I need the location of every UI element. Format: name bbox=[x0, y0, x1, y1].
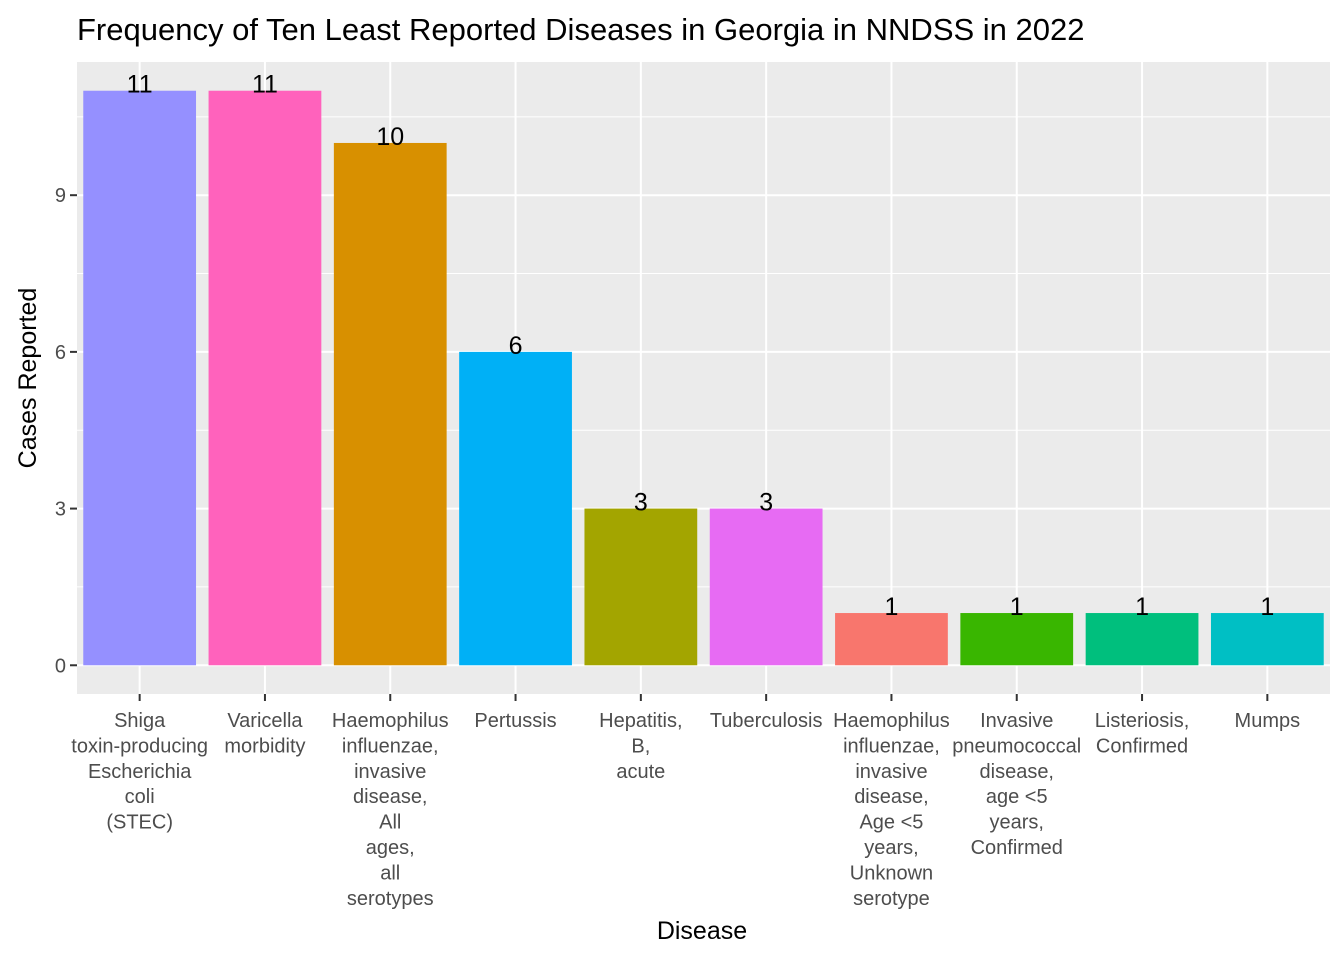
bar bbox=[1085, 613, 1199, 666]
x-tick-label-line: B, bbox=[631, 735, 650, 757]
x-tick-label-line: disease, bbox=[854, 786, 929, 808]
y-tick-label: 0 bbox=[55, 655, 66, 677]
data-label: 1 bbox=[884, 593, 898, 621]
x-tick-label-line: Haemophilus bbox=[833, 710, 950, 732]
x-tick-label-line: serotype bbox=[853, 888, 930, 910]
x-tick-label: Mumps bbox=[1235, 710, 1301, 732]
x-tick-label-line: Age <5 bbox=[859, 812, 923, 834]
bar bbox=[835, 613, 948, 666]
data-label: 6 bbox=[509, 332, 523, 360]
data-label: 3 bbox=[759, 489, 773, 517]
x-tick-label-line: Invasive bbox=[980, 710, 1053, 732]
x-tick-label-line: Confirmed bbox=[971, 837, 1063, 859]
bar bbox=[709, 508, 823, 666]
data-label: 1 bbox=[1135, 593, 1149, 621]
x-tick-label: Haemophilus influenzae, invasive disease, Al… bbox=[332, 710, 449, 910]
bar bbox=[960, 613, 1074, 666]
x-tick-label: Haemophilus influenzae, invasive disease, Ag… bbox=[833, 710, 950, 910]
x-tick-label-line: ages, bbox=[366, 837, 415, 859]
x-tick-label-line: Confirmed bbox=[1096, 735, 1188, 757]
bar bbox=[333, 142, 447, 666]
x-tick-label-line: Listeriosis, bbox=[1095, 710, 1189, 732]
x-tick-label-line: disease, bbox=[980, 761, 1055, 783]
x-tick-label-line: years, bbox=[864, 837, 918, 859]
x-tick-label-line: Tuberculosis bbox=[710, 710, 823, 732]
data-label: 11 bbox=[127, 71, 153, 99]
x-tick-label-line: All bbox=[379, 812, 401, 834]
chart-title: Frequency of Ten Least Reported Diseases… bbox=[77, 12, 1085, 47]
y-tick-label: 6 bbox=[55, 342, 66, 364]
data-label: 11 bbox=[252, 71, 278, 99]
y-axis-title: Cases Reported bbox=[14, 288, 42, 469]
x-tick-label: Hepatitis, B, acute bbox=[599, 710, 682, 783]
x-tick-label-line: years, bbox=[990, 812, 1044, 834]
x-tick-label: Tuberculosis bbox=[710, 710, 823, 732]
x-tick-label-line: coli bbox=[125, 786, 155, 808]
x-axis-title: Disease bbox=[657, 917, 747, 945]
x-tick-label: Listeriosis, Confirmed bbox=[1095, 710, 1189, 757]
bar bbox=[208, 90, 322, 666]
x-tick-label-line: Mumps bbox=[1235, 710, 1301, 732]
x-tick-label-line: morbidity bbox=[224, 735, 305, 757]
data-label: 1 bbox=[1010, 593, 1024, 621]
x-tick-label-line: Haemophilus bbox=[332, 710, 449, 732]
x-tick-label-line: Shiga bbox=[114, 710, 166, 732]
x-tick-label-line: acute bbox=[616, 761, 665, 783]
x-tick-label-line: pneumococcal bbox=[952, 735, 1081, 757]
data-label: 3 bbox=[634, 489, 648, 517]
x-tick-label-line: invasive bbox=[855, 761, 927, 783]
x-tick-label-line: toxin-producing bbox=[71, 735, 208, 757]
x-tick-label-line: influenzae, bbox=[843, 735, 940, 757]
x-tick-label-line: (STEC) bbox=[106, 812, 173, 834]
x-tick-label-line: all bbox=[380, 862, 400, 884]
data-label: 10 bbox=[376, 123, 404, 151]
x-tick-label-line: Hepatitis, bbox=[599, 710, 682, 732]
y-tick-label: 3 bbox=[55, 499, 66, 521]
x-tick-label-line: invasive bbox=[354, 761, 426, 783]
x-tick-label-line: Unknown bbox=[850, 862, 933, 884]
bar bbox=[459, 351, 572, 666]
x-tick-label-line: serotypes bbox=[347, 888, 434, 910]
x-tick-label-line: age <5 bbox=[986, 786, 1048, 808]
bar bbox=[584, 508, 698, 666]
bar bbox=[83, 90, 197, 666]
x-tick-label: Pertussis bbox=[474, 710, 556, 732]
x-tick-label-line: influenzae, bbox=[342, 735, 439, 757]
y-tick-label: 9 bbox=[55, 185, 66, 207]
x-tick-label-line: Escherichia bbox=[88, 761, 192, 783]
x-tick-label-line: Varicella bbox=[227, 710, 303, 732]
x-tick-label: Varicella morbidity bbox=[224, 710, 305, 757]
x-tick-label-line: disease, bbox=[353, 786, 428, 808]
data-label: 1 bbox=[1260, 593, 1274, 621]
x-tick-label: Shiga toxin-producing Escherichia coli (STEC… bbox=[71, 710, 208, 834]
bar bbox=[1210, 613, 1324, 666]
x-tick-label: Invasive pneumococcal disease, age <5 years,… bbox=[952, 710, 1081, 859]
x-tick-label-line: Pertussis bbox=[474, 710, 556, 732]
